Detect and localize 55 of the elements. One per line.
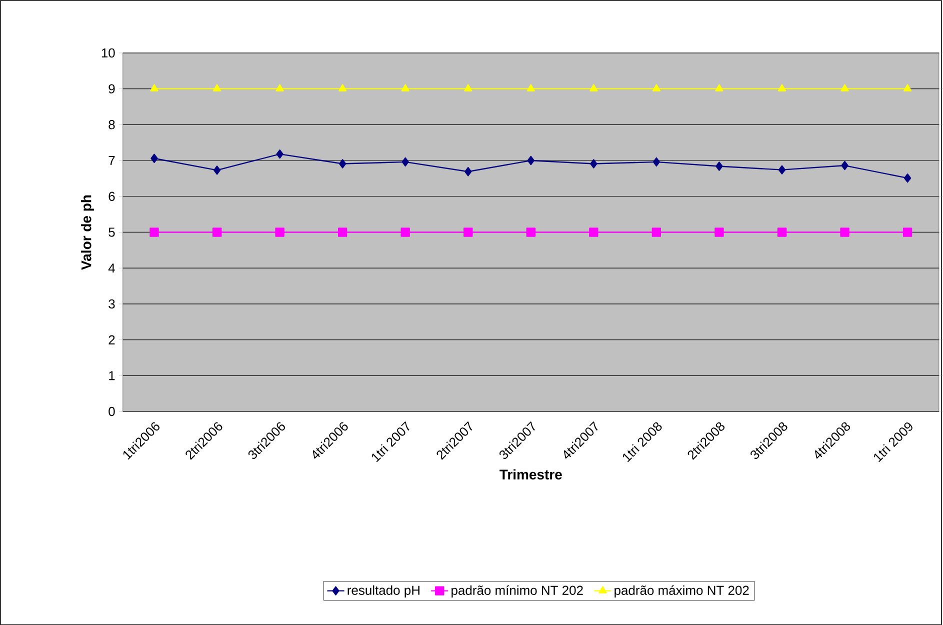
y-tick-label: 10 bbox=[102, 48, 115, 58]
point bbox=[212, 84, 222, 92]
point bbox=[715, 84, 724, 92]
y-tick-label: 9 bbox=[108, 84, 115, 94]
point bbox=[902, 228, 912, 237]
point bbox=[150, 228, 159, 237]
y-tick-label: 2 bbox=[108, 335, 115, 344]
point bbox=[904, 173, 912, 183]
point bbox=[464, 228, 473, 237]
point bbox=[400, 228, 410, 237]
point bbox=[778, 165, 786, 174]
point bbox=[589, 228, 598, 237]
y-tick-label: 6 bbox=[108, 192, 115, 201]
point bbox=[903, 84, 912, 92]
point bbox=[402, 157, 409, 166]
point bbox=[590, 84, 598, 92]
point bbox=[464, 84, 472, 92]
y-tick-label: 5 bbox=[108, 228, 115, 237]
point bbox=[652, 228, 662, 237]
point bbox=[401, 84, 410, 92]
point bbox=[526, 84, 535, 92]
legend-label: resultado pH bbox=[348, 585, 420, 598]
point bbox=[150, 84, 158, 92]
point bbox=[276, 84, 284, 92]
x-axis-title: Trimestre bbox=[500, 469, 562, 480]
point bbox=[150, 154, 158, 163]
y-tick-label: 0 bbox=[108, 406, 115, 416]
point bbox=[527, 156, 534, 165]
point bbox=[716, 162, 723, 171]
point bbox=[652, 157, 660, 166]
y-axis-title: Valor de ph bbox=[81, 195, 94, 270]
legend-label: padrão máximo NT 202 bbox=[614, 585, 749, 598]
point bbox=[276, 149, 284, 159]
legend-label: padrão mínimo NT 202 bbox=[452, 585, 583, 598]
point bbox=[840, 84, 849, 92]
point bbox=[526, 228, 536, 237]
y-tick-label: 4 bbox=[108, 263, 115, 272]
point bbox=[464, 166, 472, 176]
y-tick-label: 7 bbox=[108, 156, 115, 165]
y-tick-label: 8 bbox=[108, 120, 115, 130]
point bbox=[841, 160, 848, 170]
point bbox=[338, 84, 347, 92]
y-tick-label: 3 bbox=[108, 299, 115, 308]
point bbox=[275, 228, 284, 237]
point bbox=[212, 228, 222, 237]
point bbox=[652, 84, 660, 92]
point bbox=[338, 228, 348, 237]
point bbox=[590, 159, 598, 168]
point bbox=[840, 228, 850, 237]
point bbox=[213, 165, 221, 175]
point bbox=[338, 159, 346, 168]
point bbox=[778, 84, 786, 92]
point bbox=[777, 228, 787, 237]
y-tick-label: 1 bbox=[109, 371, 115, 380]
point bbox=[714, 228, 724, 237]
